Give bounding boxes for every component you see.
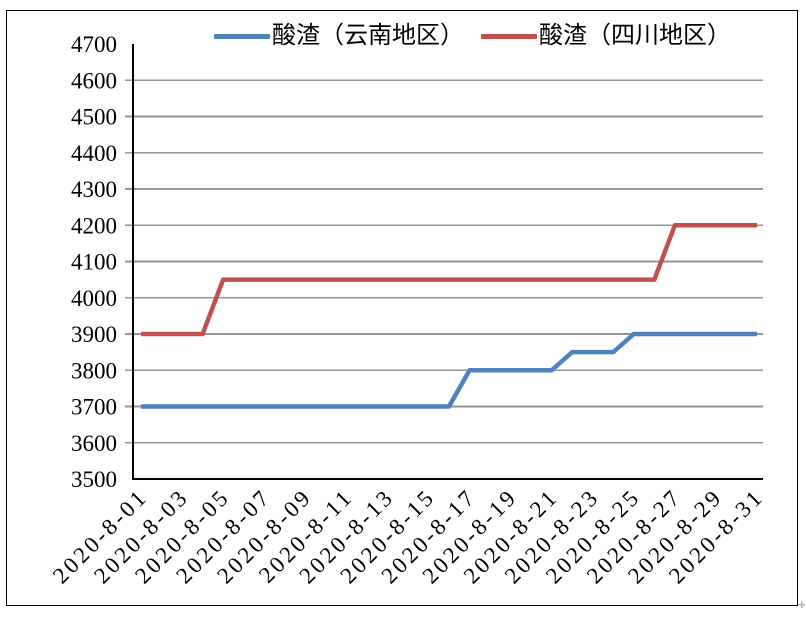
legend-line-sample-yunnan xyxy=(214,33,270,39)
anchor-mark: ✛ xyxy=(798,601,806,611)
legend-line-sample-sichuan xyxy=(481,33,537,39)
legend-item-sichuan: 酸渣（四川地区） xyxy=(481,22,731,50)
y-axis-label: 4700 xyxy=(71,32,117,57)
y-axis-label: 3900 xyxy=(71,322,117,347)
legend-label-sichuan: 酸渣（四川地区） xyxy=(539,23,731,49)
y-axis-label: 3800 xyxy=(71,358,117,383)
y-axis-label: 4200 xyxy=(71,213,117,238)
y-axis-label: 4000 xyxy=(71,286,117,311)
legend-label-yunnan: 酸渣（云南地区） xyxy=(272,23,464,49)
legend-item-yunnan: 酸渣（云南地区） xyxy=(214,22,464,50)
y-axis-label: 3700 xyxy=(71,395,117,420)
y-axis-label: 4500 xyxy=(71,105,117,130)
series-line-sichuan xyxy=(141,223,757,337)
y-axis-label: 4600 xyxy=(71,68,117,93)
y-axis-label: 4300 xyxy=(71,177,117,202)
y-axis-label: 4100 xyxy=(71,250,117,275)
y-axis-label: 3600 xyxy=(71,431,117,456)
y-axis-label: 3500 xyxy=(71,467,117,492)
y-axis-label: 4400 xyxy=(71,141,117,166)
series-line-yunnan xyxy=(141,331,757,409)
